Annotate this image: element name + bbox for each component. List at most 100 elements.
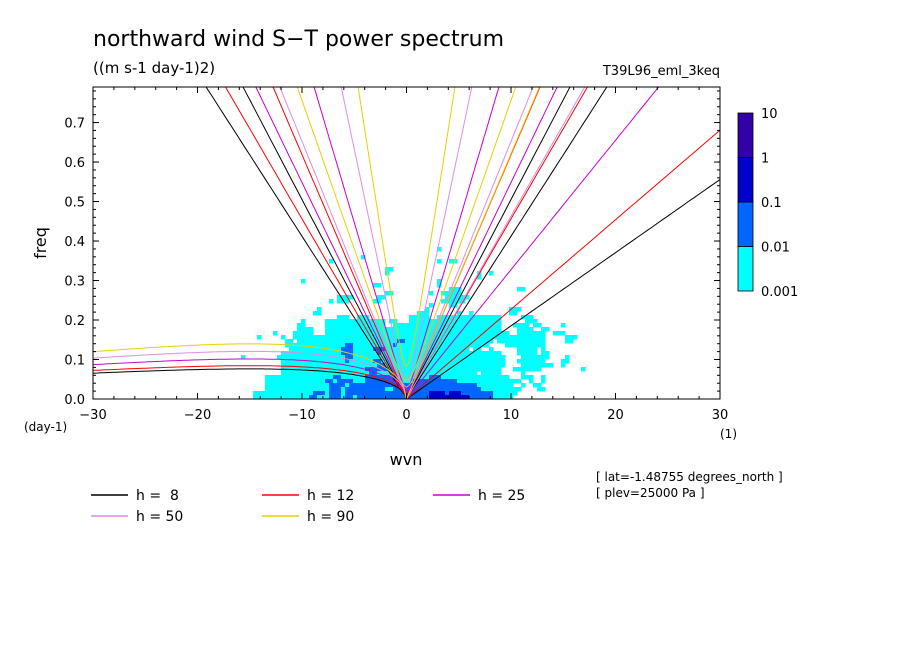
contour-cell [437, 343, 442, 348]
contour-cell [393, 335, 398, 340]
contour-cell [305, 367, 310, 372]
contour-cell [357, 331, 362, 336]
contour-cell [469, 387, 474, 392]
contour-cell [377, 379, 382, 384]
contour-cell [469, 343, 474, 348]
contour-cell [353, 371, 358, 376]
contour-cell [353, 343, 358, 348]
contour-cell [261, 395, 266, 399]
contour-cell [453, 287, 458, 292]
y-tick-label: 0.7 [64, 117, 85, 132]
contour-cell [445, 371, 450, 376]
contour-cell [533, 351, 538, 356]
contour-cell [441, 335, 446, 340]
contour-cell [389, 395, 394, 399]
contour-cell [373, 299, 378, 304]
contour-cell [349, 371, 354, 376]
contour-cell [473, 363, 478, 368]
contour-cell [337, 367, 342, 372]
contour-cell [341, 387, 346, 392]
contour-cell [357, 327, 362, 332]
contour-cell [461, 371, 466, 376]
contour-cell [329, 339, 334, 344]
contour-cell [373, 327, 378, 332]
contour-cell [493, 395, 498, 399]
contour-cell [457, 335, 462, 340]
contour-cell [433, 319, 438, 324]
contour-cell [345, 319, 350, 324]
contour-cell [417, 387, 422, 392]
contour-cell [465, 371, 470, 376]
contour-cell [469, 375, 474, 380]
contour-cell [325, 359, 330, 364]
contour-cell [301, 395, 306, 399]
contour-cell [293, 383, 298, 388]
contour-cell [465, 395, 470, 399]
contour-cell [413, 327, 418, 332]
contour-cell [337, 379, 342, 384]
contour-cell [337, 359, 342, 364]
contour-cell [465, 347, 470, 352]
contour-cell [461, 343, 466, 348]
contour-cell [453, 259, 458, 264]
contour-cell [533, 355, 538, 360]
contour-cell [521, 351, 526, 356]
contour-cell [373, 371, 378, 376]
x-tick-label: 10 [503, 408, 520, 423]
contour-cell [517, 379, 522, 384]
contour-cell [441, 315, 446, 320]
contour-cell [469, 311, 474, 316]
contour-cell [393, 391, 398, 396]
contour-cell [469, 315, 474, 320]
colorbar-segment [737, 157, 754, 203]
contour-cell [485, 319, 490, 324]
contour-cell [417, 383, 422, 388]
contour-cell [333, 383, 338, 388]
contour-cell [537, 335, 542, 340]
contour-cell [385, 355, 390, 360]
contour-cell [325, 375, 330, 380]
contour-cell [321, 367, 326, 372]
contour-cell [457, 355, 462, 360]
contour-cell [337, 343, 342, 348]
contour-cell [309, 327, 314, 332]
contour-cell [513, 307, 518, 312]
y-axis-unit: (day-1) [24, 420, 67, 434]
contour-cell [345, 395, 350, 399]
chart-subtitle: ((m s-1 day-1)2) [93, 59, 215, 77]
contour-cell [281, 359, 286, 364]
contour-cell [317, 307, 322, 312]
contour-cell [433, 379, 438, 384]
contour-cell [449, 375, 454, 380]
contour-cell [317, 391, 322, 396]
contour-cell [337, 331, 342, 336]
contour-cell [413, 395, 418, 399]
contour-cell [333, 395, 338, 399]
contour-cell [341, 391, 346, 396]
contour-cell [409, 347, 414, 352]
contour-cell [377, 395, 382, 399]
contour-cell [365, 383, 370, 388]
contour-cell [453, 299, 458, 304]
contour-cell [489, 387, 494, 392]
contour-cell [541, 339, 546, 344]
curve-mrg-h8 [93, 368, 407, 399]
contour-cell [325, 391, 330, 396]
contour-cell [517, 351, 522, 356]
contour-cell [381, 331, 386, 336]
y-tick-label: 0.0 [64, 393, 85, 408]
contour-cell [373, 359, 378, 364]
contour-cell [309, 335, 314, 340]
contour-cell [413, 363, 418, 368]
contour-cell [289, 387, 294, 392]
contour-cell [373, 387, 378, 392]
contour-cell [445, 363, 450, 368]
contour-cell [453, 379, 458, 384]
contour-cell [461, 319, 466, 324]
contour-cell [337, 319, 342, 324]
contour-cell [473, 319, 478, 324]
contour-cell [341, 339, 346, 344]
contour-cell [509, 335, 514, 340]
contour-cell [505, 395, 510, 399]
contour-cell [561, 359, 566, 364]
